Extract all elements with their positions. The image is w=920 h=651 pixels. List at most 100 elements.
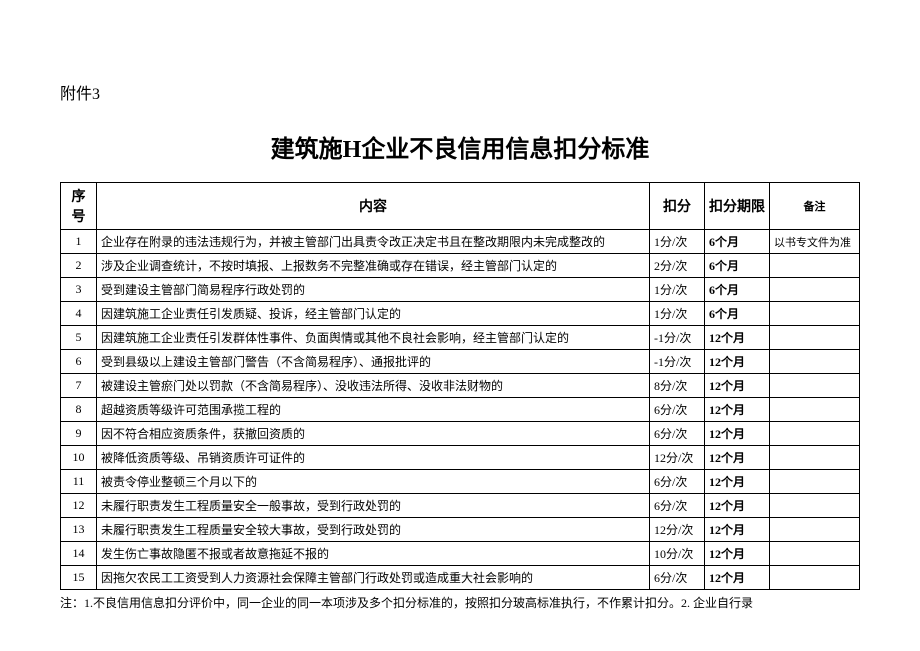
cell-remark (770, 278, 860, 302)
cell-period: 6个月 (705, 278, 770, 302)
cell-content: 未履行职责发生工程质量安全较大事故，受到行政处罚的 (97, 518, 650, 542)
cell-deduct: 6分/次 (650, 494, 705, 518)
cell-period: 6个月 (705, 230, 770, 254)
table-row: 11被责令停业整顿三个月以下的6分/次12个月 (61, 470, 860, 494)
cell-seq: 3 (61, 278, 97, 302)
cell-seq: 13 (61, 518, 97, 542)
cell-seq: 8 (61, 398, 97, 422)
table-row: 2涉及企业调查统计，不按时填报、上报数务不完整准确或存在错误，经主管部门认定的2… (61, 254, 860, 278)
cell-deduct: 6分/次 (650, 422, 705, 446)
cell-content: 未履行职责发生工程质量安全一般事故，受到行政处罚的 (97, 494, 650, 518)
table-row: 14发生伤亡事故隐匿不报或者故意拖延不报的10分/次12个月 (61, 542, 860, 566)
cell-content: 因不符合相应资质条件，获撤回资质的 (97, 422, 650, 446)
cell-period: 12个月 (705, 350, 770, 374)
cell-content: 受到县级以上建设主管部门警告（不含简易程序）、通报批评的 (97, 350, 650, 374)
footnote: 注：1.不良信用信息扣分评价中，同一企业的同一本项涉及多个扣分标准的，按照扣分玻… (60, 594, 860, 612)
cell-deduct: 12分/次 (650, 446, 705, 470)
cell-content: 被降低资质等级、吊销资质许可证件的 (97, 446, 650, 470)
table-row: 6受到县级以上建设主管部门警告（不含简易程序）、通报批评的-1分/次12个月 (61, 350, 860, 374)
cell-content: 发生伤亡事故隐匿不报或者故意拖延不报的 (97, 542, 650, 566)
cell-seq: 15 (61, 566, 97, 590)
deduction-table: 序号 内容 扣分 扣分期限 备注 1企业存在附录的违法违规行为，并被主管部门出具… (60, 182, 860, 590)
table-row: 1企业存在附录的违法违规行为，并被主管部门出具责令改正决定书且在整改期限内未完成… (61, 230, 860, 254)
attachment-label: 附件3 (60, 80, 860, 104)
cell-remark (770, 566, 860, 590)
cell-remark (770, 374, 860, 398)
cell-seq: 1 (61, 230, 97, 254)
cell-content: 被责令停业整顿三个月以下的 (97, 470, 650, 494)
cell-deduct: 6分/次 (650, 398, 705, 422)
cell-period: 12个月 (705, 446, 770, 470)
cell-period: 12个月 (705, 398, 770, 422)
cell-remark (770, 518, 860, 542)
cell-deduct: -1分/次 (650, 326, 705, 350)
page-title: 建筑施H企业不良信用信息扣分标准 (60, 129, 860, 164)
cell-period: 6个月 (705, 302, 770, 326)
table-row: 13未履行职责发生工程质量安全较大事故，受到行政处罚的12分/次12个月 (61, 518, 860, 542)
cell-content: 超越资质等级许可范围承揽工程的 (97, 398, 650, 422)
cell-period: 6个月 (705, 254, 770, 278)
cell-period: 12个月 (705, 470, 770, 494)
cell-seq: 12 (61, 494, 97, 518)
cell-deduct: 6分/次 (650, 470, 705, 494)
cell-remark (770, 254, 860, 278)
cell-content: 被建设主管瘀门处以罚款（不含简易程序）、没收违法所得、没收非法财物的 (97, 374, 650, 398)
cell-seq: 6 (61, 350, 97, 374)
table-row: 9因不符合相应资质条件，获撤回资质的6分/次12个月 (61, 422, 860, 446)
cell-deduct: 1分/次 (650, 230, 705, 254)
table-row: 8超越资质等级许可范围承揽工程的6分/次12个月 (61, 398, 860, 422)
cell-period: 12个月 (705, 422, 770, 446)
cell-seq: 11 (61, 470, 97, 494)
table-row: 4因建筑施工企业责任引发质疑、投诉，经主管部门认定的1分/次6个月 (61, 302, 860, 326)
header-content: 内容 (97, 183, 650, 230)
cell-seq: 7 (61, 374, 97, 398)
cell-period: 12个月 (705, 494, 770, 518)
cell-deduct: 8分/次 (650, 374, 705, 398)
cell-remark (770, 422, 860, 446)
cell-remark (770, 326, 860, 350)
cell-seq: 10 (61, 446, 97, 470)
table-row: 12未履行职责发生工程质量安全一般事故，受到行政处罚的6分/次12个月 (61, 494, 860, 518)
cell-deduct: -1分/次 (650, 350, 705, 374)
table-header-row: 序号 内容 扣分 扣分期限 备注 (61, 183, 860, 230)
cell-period: 12个月 (705, 518, 770, 542)
table-row: 15因拖欠农民工工资受到人力资源社会保障主管部门行政处罚或造成重大社会影响的6分… (61, 566, 860, 590)
cell-remark (770, 398, 860, 422)
cell-deduct: 1分/次 (650, 278, 705, 302)
cell-content: 企业存在附录的违法违规行为，并被主管部门出具责令改正决定书且在整改期限内未完成整… (97, 230, 650, 254)
header-remark: 备注 (770, 183, 860, 230)
cell-remark (770, 350, 860, 374)
cell-deduct: 6分/次 (650, 566, 705, 590)
cell-remark (770, 302, 860, 326)
header-deduct: 扣分 (650, 183, 705, 230)
table-row: 3受到建设主管部门简易程序行政处罚的1分/次6个月 (61, 278, 860, 302)
cell-deduct: 2分/次 (650, 254, 705, 278)
cell-content: 因建筑施工企业责任引发质疑、投诉，经主管部门认定的 (97, 302, 650, 326)
cell-seq: 14 (61, 542, 97, 566)
cell-seq: 2 (61, 254, 97, 278)
cell-content: 因建筑施工企业责任引发群体性事件、负面舆情或其他不良社会影响，经主管部门认定的 (97, 326, 650, 350)
cell-remark (770, 494, 860, 518)
header-seq: 序号 (61, 183, 97, 230)
table-row: 7被建设主管瘀门处以罚款（不含简易程序）、没收违法所得、没收非法财物的8分/次1… (61, 374, 860, 398)
cell-period: 12个月 (705, 566, 770, 590)
cell-seq: 9 (61, 422, 97, 446)
cell-deduct: 10分/次 (650, 542, 705, 566)
cell-remark: 以书专文件为准 (770, 230, 860, 254)
table-row: 10被降低资质等级、吊销资质许可证件的12分/次12个月 (61, 446, 860, 470)
cell-remark (770, 446, 860, 470)
cell-deduct: 1分/次 (650, 302, 705, 326)
cell-seq: 4 (61, 302, 97, 326)
cell-seq: 5 (61, 326, 97, 350)
cell-content: 涉及企业调查统计，不按时填报、上报数务不完整准确或存在错误，经主管部门认定的 (97, 254, 650, 278)
cell-period: 12个月 (705, 326, 770, 350)
cell-remark (770, 542, 860, 566)
table-row: 5因建筑施工企业责任引发群体性事件、负面舆情或其他不良社会影响，经主管部门认定的… (61, 326, 860, 350)
cell-period: 12个月 (705, 374, 770, 398)
cell-period: 12个月 (705, 542, 770, 566)
cell-content: 受到建设主管部门简易程序行政处罚的 (97, 278, 650, 302)
header-period: 扣分期限 (705, 183, 770, 230)
cell-deduct: 12分/次 (650, 518, 705, 542)
cell-remark (770, 470, 860, 494)
cell-content: 因拖欠农民工工资受到人力资源社会保障主管部门行政处罚或造成重大社会影响的 (97, 566, 650, 590)
